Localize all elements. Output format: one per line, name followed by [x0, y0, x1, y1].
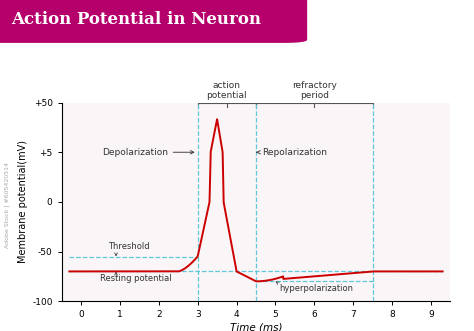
Text: refractory
period: refractory period — [292, 81, 337, 100]
FancyBboxPatch shape — [0, 0, 307, 43]
Text: Adobe Stock | #605420514: Adobe Stock | #605420514 — [4, 162, 10, 248]
Text: Action Potential in Neuron: Action Potential in Neuron — [11, 11, 261, 28]
Text: Resting potential: Resting potential — [100, 274, 172, 283]
Text: Depolarization: Depolarization — [102, 148, 169, 157]
Text: hyperpolarization: hyperpolarization — [279, 284, 353, 293]
Text: Repolarization: Repolarization — [262, 148, 327, 157]
Y-axis label: Membrane potential(mV): Membrane potential(mV) — [18, 140, 28, 263]
Text: Threshold: Threshold — [108, 242, 150, 251]
X-axis label: Time (ms): Time (ms) — [230, 322, 282, 331]
Text: action
potential: action potential — [207, 81, 247, 100]
